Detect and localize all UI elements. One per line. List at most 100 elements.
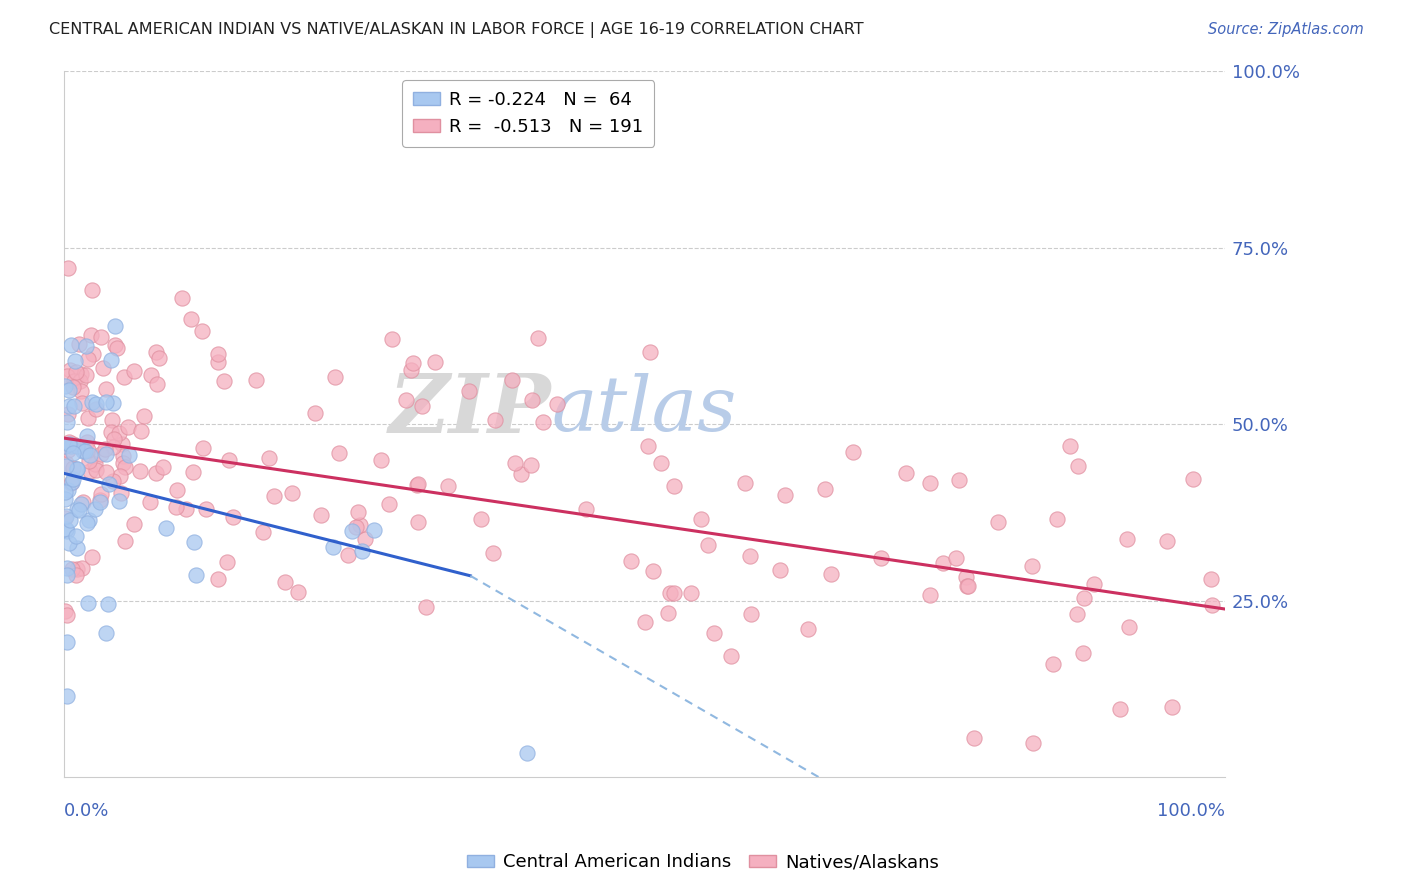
Point [207,572,229,586]
Point [415,599,437,614]
Point [103,432,125,446]
Point [60,475,83,489]
Point [401,356,423,370]
Point [55,524,77,539]
Point [84,502,107,516]
Point [1046,512,1069,526]
Point [138,495,160,509]
Point [100,425,122,439]
Point [111,449,134,463]
Point [395,392,418,407]
Point [72,443,94,458]
Point [406,478,429,492]
Point [1201,598,1223,612]
Point [70,497,93,511]
Point [94,626,117,640]
Point [738,549,761,564]
Point [309,508,332,522]
Point [58,437,80,451]
Point [100,353,122,368]
Point [257,450,280,465]
Point [139,368,162,382]
Point [63,354,86,368]
Point [344,520,367,534]
Point [59,476,82,491]
Point [91,360,114,375]
Point [638,345,661,359]
Point [90,447,112,461]
Point [83,457,105,471]
Point [59,337,82,351]
Point [408,516,430,530]
Point [82,394,104,409]
Text: atlas: atlas [551,373,737,447]
Point [56,483,79,497]
Point [842,445,865,459]
Point [76,429,98,443]
Point [53,604,76,618]
Point [1118,620,1140,634]
Point [183,534,205,549]
Text: CENTRAL AMERICAN INDIAN VS NATIVE/ALASKAN IN LABOR FORCE | AGE 16-19 CORRELATION: CENTRAL AMERICAN INDIAN VS NATIVE/ALASKA… [49,22,863,38]
Point [186,567,208,582]
Point [1022,736,1045,750]
Point [218,453,240,467]
Point [152,459,174,474]
Point [620,554,643,568]
Point [82,283,104,297]
Point [634,615,657,630]
Point [820,567,842,582]
Point [207,347,229,361]
Point [349,517,371,532]
Point [66,541,89,555]
Point [90,487,112,501]
Point [89,495,111,509]
Point [720,648,742,663]
Point [172,291,194,305]
Point [122,517,145,532]
Point [340,524,363,538]
Point [1161,700,1184,714]
Point [458,384,481,398]
Point [263,489,285,503]
Point [56,689,79,703]
Point [1109,702,1132,716]
Point [101,474,124,488]
Point [436,479,458,493]
Point [1199,572,1222,586]
Point [53,379,76,393]
Point [520,392,543,407]
Point [62,562,84,576]
Point [82,346,104,360]
Point [1181,472,1204,486]
Point [650,456,672,470]
Point [132,409,155,424]
Point [101,413,124,427]
Point [53,491,76,506]
Point [347,505,370,519]
Point [62,375,84,389]
Point [797,623,820,637]
Point [894,466,917,480]
Text: 100.0%: 100.0% [1157,802,1225,820]
Point [180,311,202,326]
Point [70,396,93,410]
Point [411,399,433,413]
Legend: R = -0.224   N =  64, R =  -0.513   N = 191: R = -0.224 N = 64, R = -0.513 N = 191 [402,80,654,147]
Point [62,460,84,475]
Point [148,351,170,366]
Point [370,452,392,467]
Point [59,439,82,453]
Point [165,500,187,515]
Point [105,341,128,355]
Point [987,515,1010,529]
Point [77,597,100,611]
Point [955,570,977,584]
Point [76,410,98,425]
Point [948,473,970,487]
Point [98,477,121,491]
Point [145,466,167,480]
Point [501,372,523,386]
Point [129,465,152,479]
Point [146,377,169,392]
